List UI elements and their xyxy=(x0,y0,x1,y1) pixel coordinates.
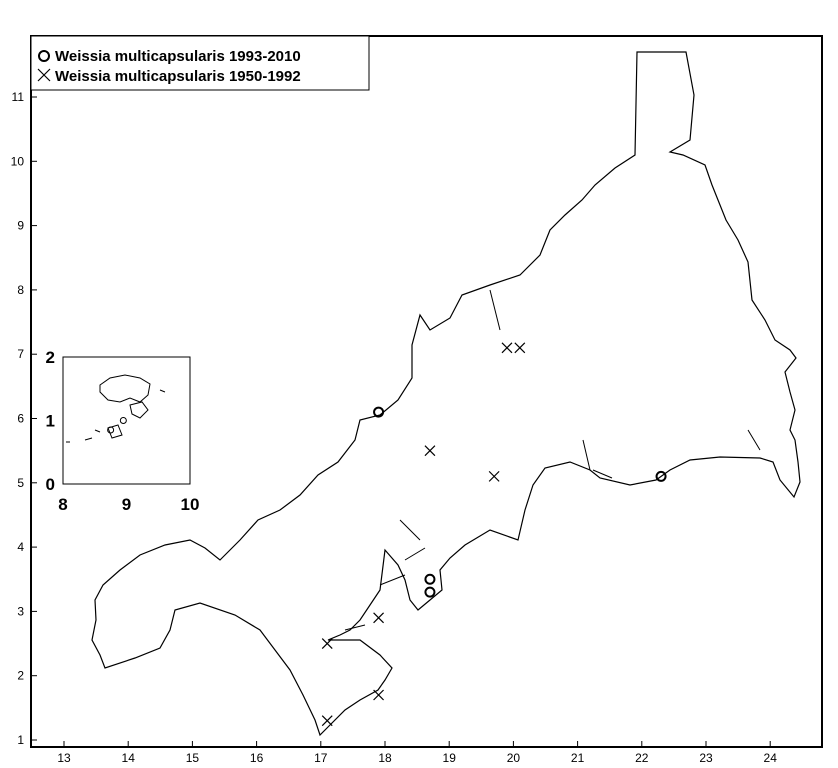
x-tick-label: 24 xyxy=(764,751,778,765)
inset-x-tick-label: 8 xyxy=(58,495,67,514)
x-tick-label: 19 xyxy=(443,751,457,765)
legend-circle-icon xyxy=(38,50,50,62)
record-marker-1950-1992 xyxy=(501,342,513,354)
x-tick-label: 17 xyxy=(314,751,328,765)
record-marker-1950-1992 xyxy=(514,342,526,354)
estuary-lines xyxy=(344,289,761,631)
inset-y-tick-label: 1 xyxy=(46,412,55,431)
inset-record-marker xyxy=(119,417,127,424)
inset-y-tick-label: 0 xyxy=(46,475,55,494)
x-tick-label: 20 xyxy=(507,751,521,765)
coastline-outline xyxy=(91,51,801,737)
inset-y-tick-label: 2 xyxy=(46,348,55,367)
legend-cross-icon xyxy=(37,68,51,82)
y-tick-label: 2 xyxy=(17,669,24,683)
record-marker-1950-1992 xyxy=(373,612,385,624)
x-tick-label: 16 xyxy=(250,751,264,765)
x-tick-label: 22 xyxy=(635,751,649,765)
legend-label-1950-1992: Weissia multicapsularis 1950-1992 xyxy=(55,68,301,85)
y-tick-label: 11 xyxy=(12,90,25,104)
record-marker-1950-1992 xyxy=(424,445,436,457)
inset-x-tick-label: 9 xyxy=(122,495,131,514)
record-marker-1950-1992 xyxy=(321,715,333,727)
x-tick-label: 15 xyxy=(186,751,200,765)
x-tick-label: 14 xyxy=(122,751,136,765)
inset-x-tick-label: 10 xyxy=(181,495,200,514)
y-tick-label: 4 xyxy=(17,540,24,554)
record-marker-1950-1992 xyxy=(321,638,333,649)
y-tick-label: 6 xyxy=(17,412,24,426)
inset-record-marker xyxy=(107,426,115,434)
record-marker-1950-1992 xyxy=(373,689,385,701)
record-marker-1993-2010 xyxy=(655,470,667,482)
y-tick-label: 9 xyxy=(17,219,24,233)
record-marker-1993-2010 xyxy=(424,586,436,598)
x-tick-label: 18 xyxy=(378,751,392,765)
record-marker-1993-2010 xyxy=(424,573,436,585)
y-tick-label: 3 xyxy=(17,604,24,618)
y-tick-label: 1 xyxy=(17,733,24,747)
legend-label-1993-2010: Weissia multicapsularis 1993-2010 xyxy=(55,48,301,65)
x-tick-label: 13 xyxy=(57,751,71,765)
record-marker-1993-2010 xyxy=(373,406,385,418)
legend: Weissia multicapsularis 1993-2010 Weissi… xyxy=(30,35,370,91)
x-tick-label: 21 xyxy=(571,751,585,765)
inset-islands xyxy=(66,374,166,443)
record-marker-1950-1992 xyxy=(488,470,500,482)
y-tick-label: 7 xyxy=(17,347,24,361)
plot-frame xyxy=(30,35,823,748)
y-tick-label: 10 xyxy=(11,154,25,168)
y-tick-label: 5 xyxy=(17,476,24,490)
x-tick-label: 23 xyxy=(699,751,713,765)
inset-frame xyxy=(62,356,191,485)
y-tick-label: 8 xyxy=(17,283,24,297)
legend-box xyxy=(30,35,370,91)
